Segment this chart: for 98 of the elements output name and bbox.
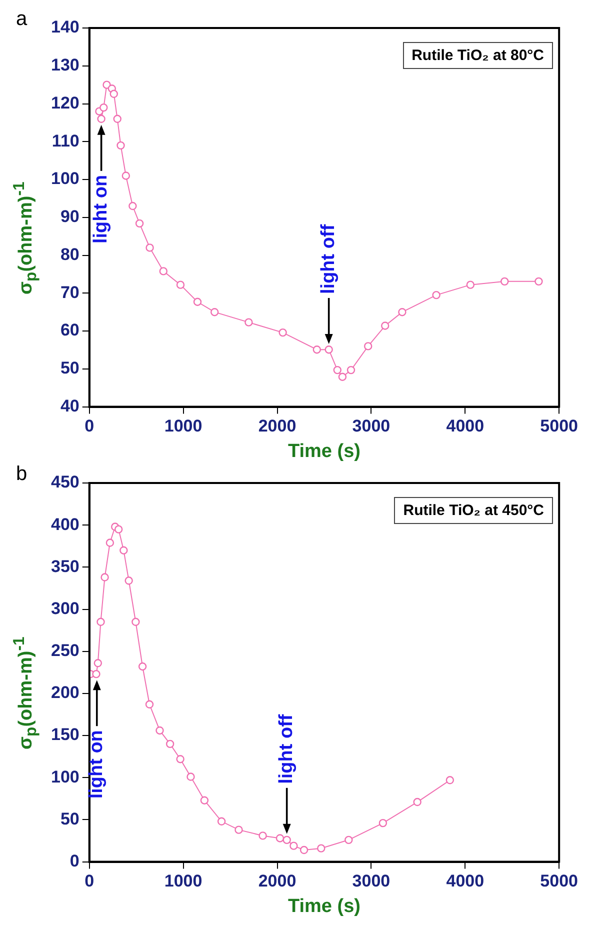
x-tick-label: 4000 <box>446 416 484 436</box>
point <box>276 834 284 842</box>
y-tick-label: 0 <box>70 851 80 870</box>
x-tick-label: 0 <box>84 416 94 436</box>
point <box>186 772 195 781</box>
point <box>258 832 267 840</box>
y-tick-label: 110 <box>52 131 80 150</box>
y-tick-label: 400 <box>50 514 80 534</box>
point <box>278 328 287 337</box>
point <box>210 308 219 316</box>
point <box>113 114 122 124</box>
point <box>193 298 202 306</box>
point <box>398 308 406 316</box>
point <box>234 826 243 834</box>
y-tick-label: 100 <box>50 767 80 786</box>
y-tick-label: 450 <box>50 472 80 492</box>
x-tick-label: 5000 <box>540 416 578 436</box>
point <box>432 290 440 300</box>
annotation: Rutile TiO₂ at 450°C <box>394 497 553 524</box>
x-tick-label: 0 <box>84 872 94 891</box>
y-tick-label: 90 <box>60 207 80 226</box>
point <box>413 798 422 806</box>
point <box>324 346 333 354</box>
x-tick-label: 1000 <box>164 872 202 891</box>
x-tick-label: 3000 <box>352 872 390 891</box>
point <box>446 776 454 784</box>
y-tick-label: 350 <box>50 556 80 576</box>
point <box>346 366 356 374</box>
y-tick-label: 130 <box>50 56 80 75</box>
x-tick-label: 3000 <box>352 416 390 436</box>
annotation: light off <box>276 714 298 784</box>
point <box>317 844 326 852</box>
chart-title: b <box>16 463 28 486</box>
annotation: light off <box>318 224 340 294</box>
point <box>116 141 125 150</box>
point <box>96 618 105 626</box>
point <box>300 846 308 854</box>
y-tick-label: 150 <box>50 725 80 744</box>
y-tick-label: 100 <box>50 169 80 188</box>
point <box>378 818 388 828</box>
point <box>333 366 342 374</box>
x-tick-label: 4000 <box>446 872 484 891</box>
point <box>466 280 475 289</box>
point <box>156 726 164 735</box>
x-axis-title: Time (s) <box>288 440 360 462</box>
point <box>124 576 133 585</box>
point <box>106 538 114 547</box>
point <box>110 90 118 98</box>
point <box>100 103 108 112</box>
point <box>200 796 209 804</box>
point <box>312 346 321 354</box>
point <box>217 817 226 826</box>
point <box>135 219 144 228</box>
chart-title: a <box>16 8 28 31</box>
y-tick-label: 40 <box>60 396 80 416</box>
annotation: Rutile TiO₂ at 80°C <box>402 42 553 69</box>
x-tick-label: 5000 <box>540 872 578 891</box>
y-tick-label: 300 <box>50 598 80 618</box>
y-tick-label: 50 <box>60 358 80 378</box>
point <box>166 740 174 748</box>
point <box>282 836 291 844</box>
point <box>146 244 154 252</box>
point <box>500 277 509 286</box>
annotation: light on <box>86 730 108 799</box>
point <box>534 277 543 286</box>
x-tick-label: 1000 <box>164 416 202 436</box>
point <box>122 172 130 180</box>
point <box>344 836 353 844</box>
point <box>364 342 372 350</box>
point <box>159 267 168 276</box>
point <box>176 755 184 764</box>
x-tick-label: 2000 <box>258 416 296 436</box>
y-tick-label: 120 <box>50 93 80 112</box>
point <box>381 322 390 330</box>
annotation: light on <box>90 174 112 244</box>
x-tick-label: 2000 <box>258 872 296 891</box>
point <box>244 318 253 326</box>
point <box>338 372 347 381</box>
point <box>120 546 128 554</box>
point <box>138 662 147 671</box>
point <box>97 114 106 124</box>
point <box>145 700 154 708</box>
y-tick-label: 140 <box>50 18 80 37</box>
point <box>290 842 298 850</box>
x-axis-title: Time (s) <box>288 896 360 917</box>
y-tick-label: 50 <box>60 809 80 828</box>
y-tick-label: 200 <box>50 683 80 702</box>
y-tick-label: 250 <box>50 641 80 660</box>
point <box>92 670 100 678</box>
y-tick-label: 70 <box>60 282 80 302</box>
point <box>132 618 140 626</box>
point <box>114 525 123 534</box>
y-tick-label: 80 <box>60 244 80 264</box>
point <box>176 280 185 289</box>
point <box>94 659 102 668</box>
y-tick-label: 60 <box>60 320 80 340</box>
point <box>128 202 137 210</box>
point <box>100 573 109 582</box>
